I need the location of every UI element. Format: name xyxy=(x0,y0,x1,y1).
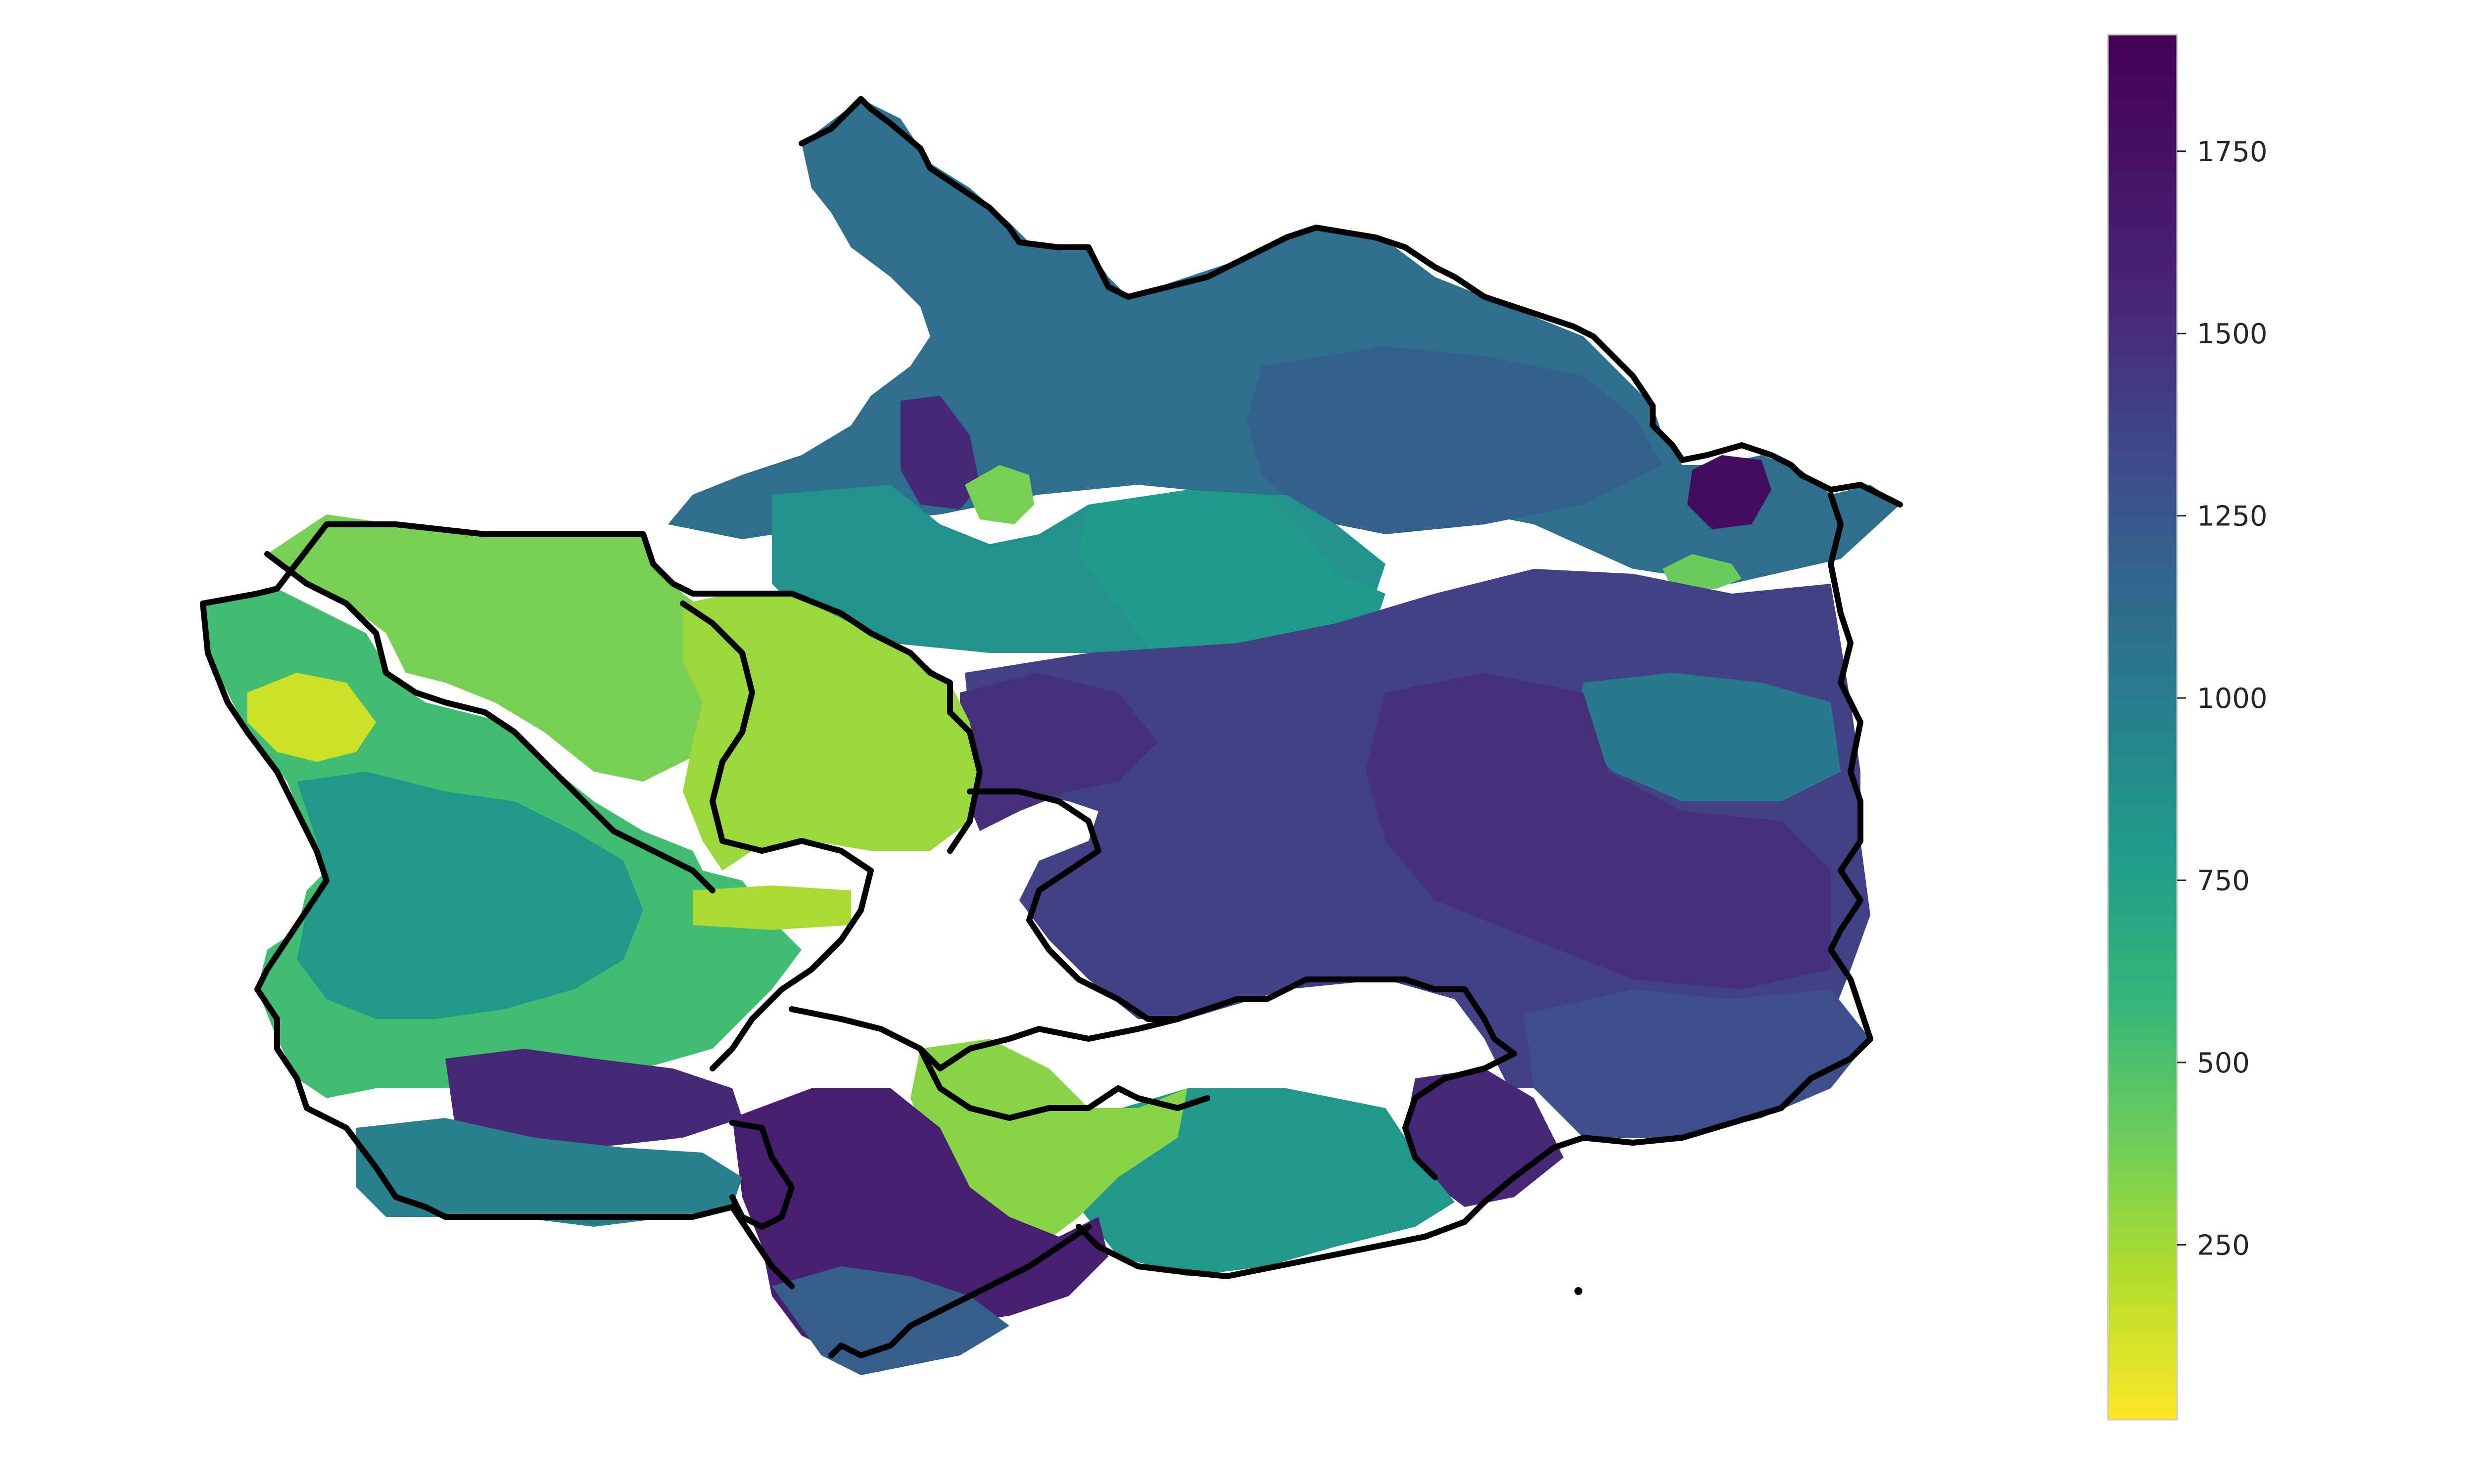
colorbar-tick-label: 500 xyxy=(2197,1047,2250,1079)
map-region-east-upper-blue xyxy=(1247,346,1663,534)
map-outline-east-coast xyxy=(1462,492,1873,1225)
map-outline-west-inner-2 xyxy=(680,601,874,1071)
map-region-west-south-purple xyxy=(445,1049,742,1148)
map-region-west-south-teal xyxy=(356,1118,742,1227)
map-region-mid-west-lime xyxy=(683,594,980,871)
map-region-west-teal xyxy=(297,772,643,1019)
map-outline-west-outer xyxy=(200,521,983,854)
map-region-east-coast-blue xyxy=(1524,989,1870,1138)
map-outline-west-inner-1 xyxy=(264,551,715,893)
map-outline-central-south xyxy=(789,976,1517,1071)
colorbar-tick-label: 1250 xyxy=(2197,501,2268,533)
colorbar-tick-label: 750 xyxy=(2197,865,2250,897)
map-region-east-green-spot xyxy=(1663,554,1742,589)
colorbar-tick-label: 1750 xyxy=(2197,136,2268,168)
map-outline-east-inner xyxy=(967,788,1181,1022)
map-outline-south-west-inner xyxy=(729,1120,795,1230)
map-region-north-green-patch xyxy=(965,465,1034,524)
colorbar-tick-label: 1500 xyxy=(2197,318,2268,350)
map-outline-south-lower xyxy=(828,1224,1092,1358)
colorbar: 250 500 750 1000 1250 1500 1750 xyxy=(2107,34,2268,1421)
map-region-south-west-blue xyxy=(772,1266,1009,1375)
map-islet xyxy=(1574,1287,1582,1295)
map-outline-west-lower xyxy=(200,601,795,1289)
map-region-east-lower-purple xyxy=(1366,673,1831,989)
map-region-west-yellow-urban xyxy=(247,673,376,762)
map-region-east-purple-spot xyxy=(1687,455,1771,529)
colorbar-tick-label: 1000 xyxy=(2197,683,2268,715)
colorbar-gradient xyxy=(2107,34,2178,1421)
colorbar-tick-label: 250 xyxy=(2197,1229,2250,1261)
map-outline-east-body xyxy=(799,96,1903,508)
map-region-west-yellow-green xyxy=(267,514,742,782)
colorbar-ticks: 250 500 750 1000 1250 1500 1750 xyxy=(2177,136,2268,1261)
map-region-north-small-purple xyxy=(901,396,980,510)
map-region-west-band-yellow xyxy=(693,885,851,930)
map-area xyxy=(200,96,1903,1375)
map-region-east-teal-patch xyxy=(1573,673,1841,801)
map-outline-south-coast xyxy=(1076,1219,1468,1279)
map-outline-south-mid xyxy=(917,1046,1210,1121)
map-outline-south-east-inner xyxy=(1402,1051,1517,1180)
